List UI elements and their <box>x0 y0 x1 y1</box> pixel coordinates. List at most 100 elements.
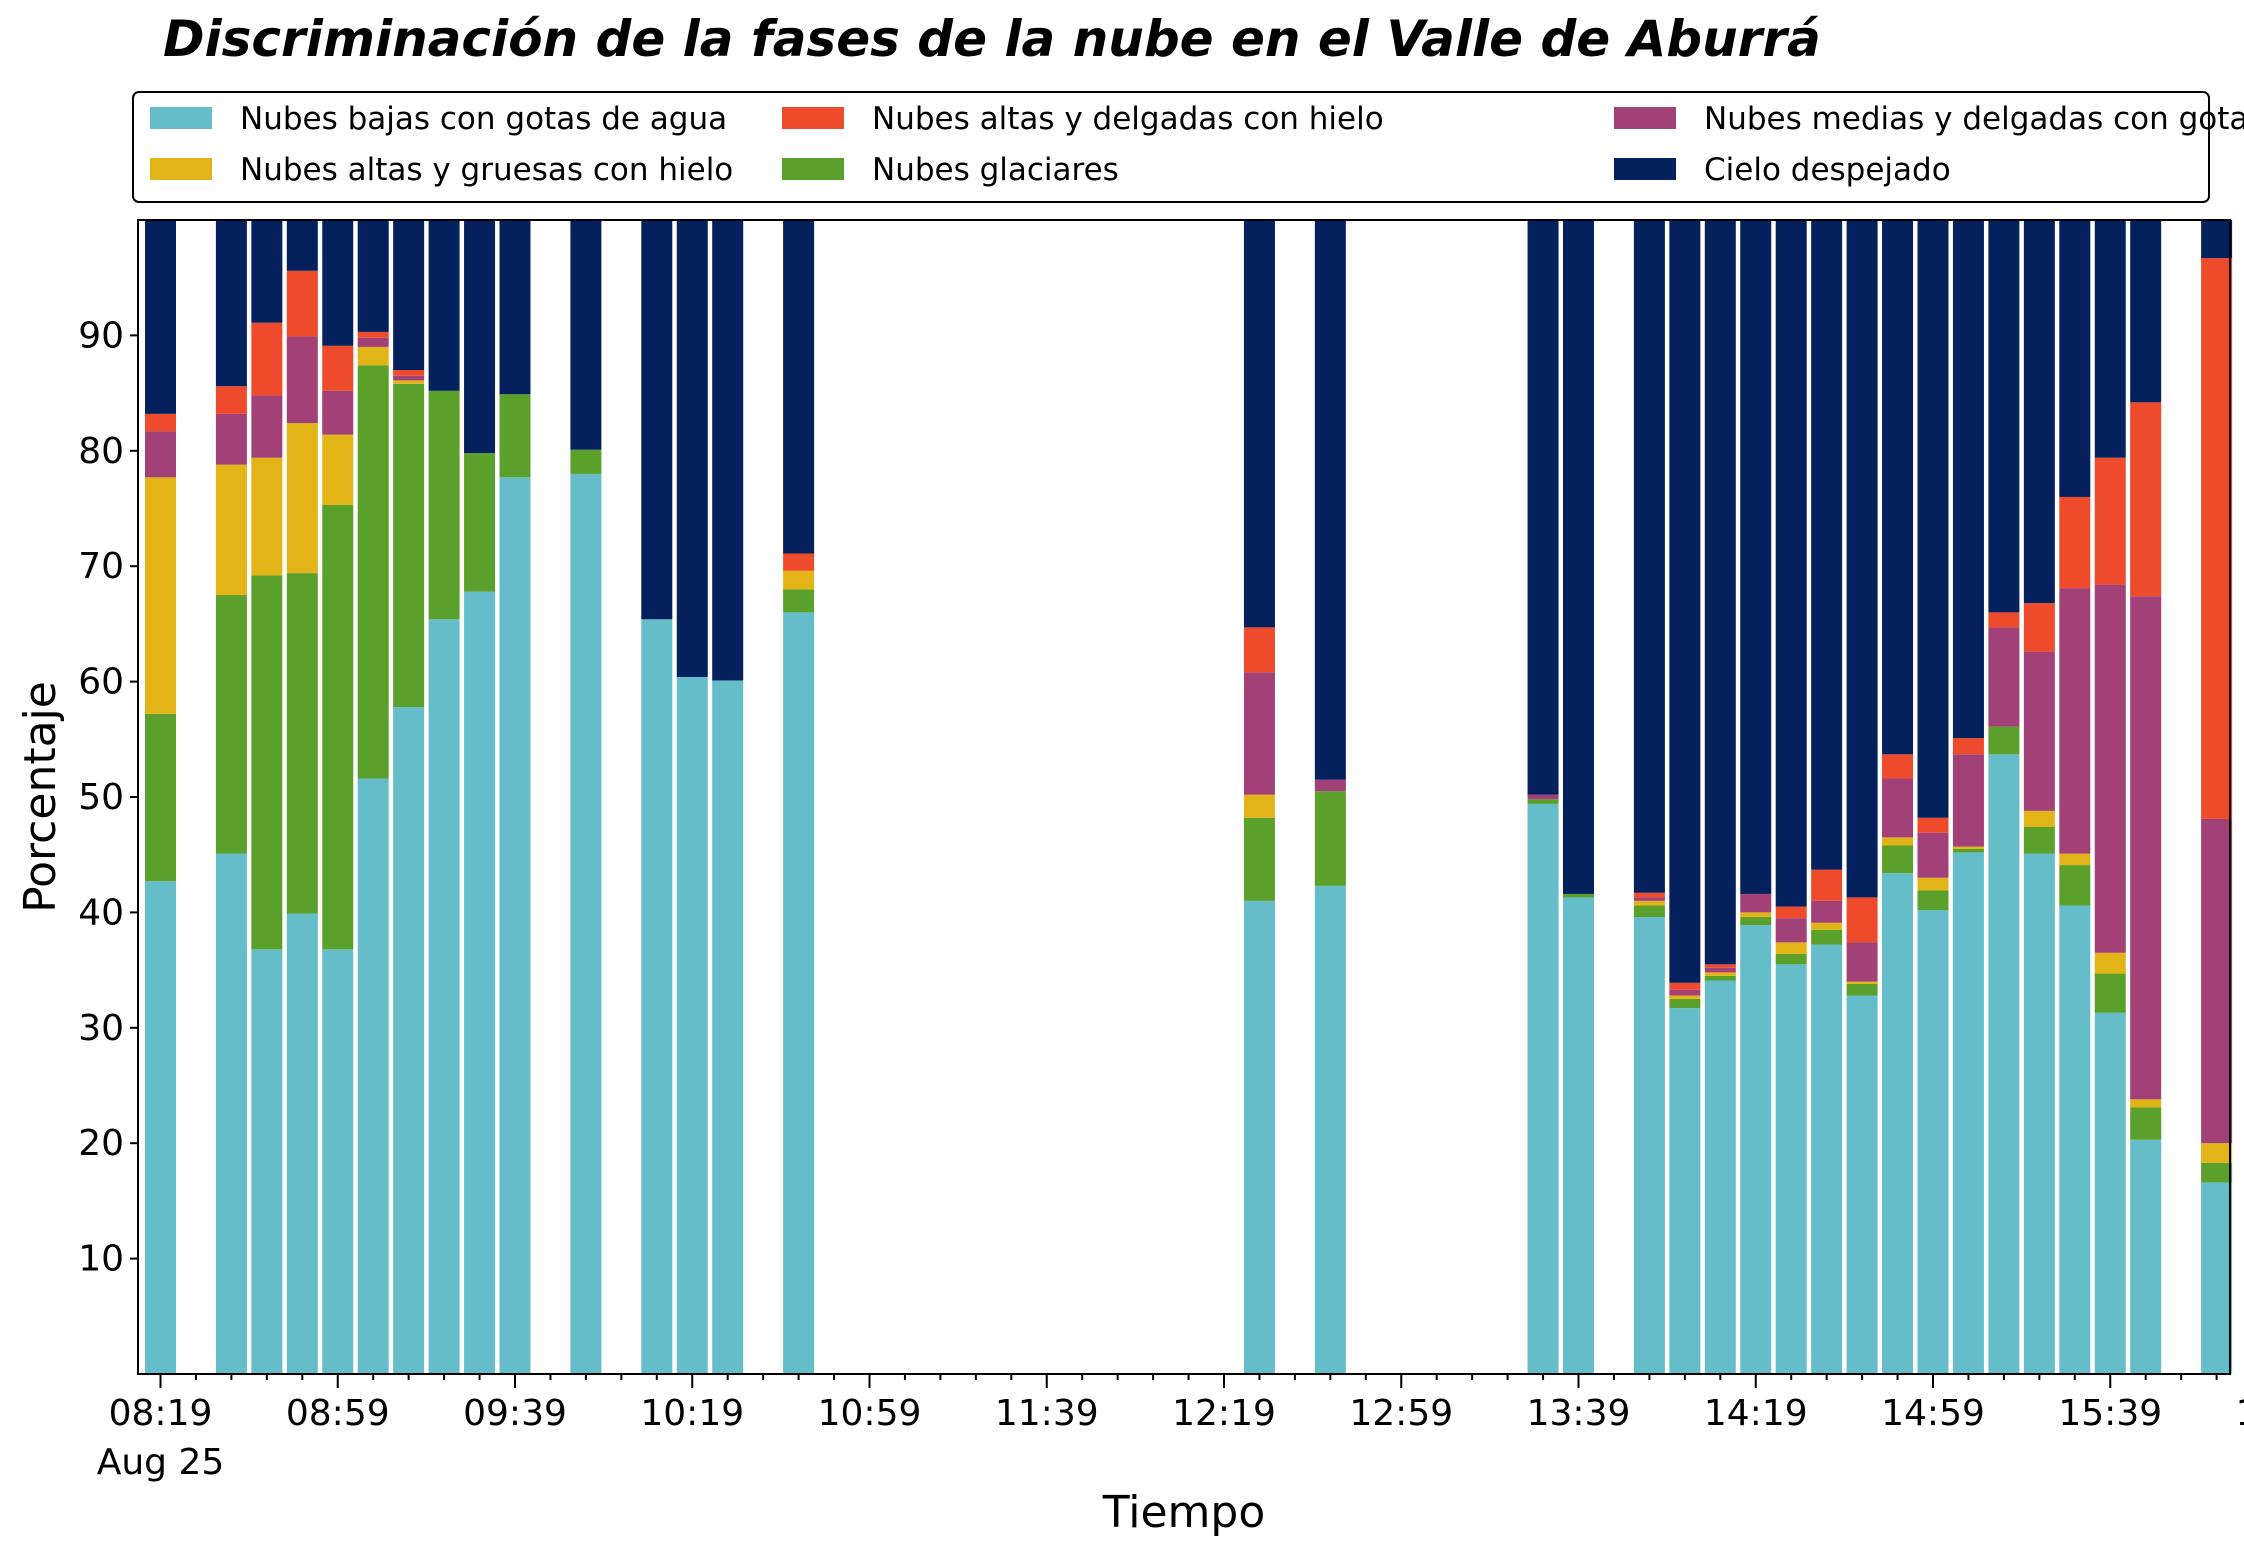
x-axis-label: Tiempo <box>1102 1487 1266 1538</box>
bar-segment <box>322 220 354 346</box>
legend-swatch <box>150 107 212 129</box>
bar-segment <box>1243 627 1275 673</box>
bar-segment <box>1775 906 1807 919</box>
bar-segment <box>1988 612 2020 628</box>
bar-segment <box>1669 982 1701 990</box>
y-tick-label: 90 <box>78 315 124 356</box>
bar-segment <box>2023 827 2055 854</box>
bar-segment <box>2094 952 2126 974</box>
bar-segment <box>1527 220 1559 795</box>
bar-segment <box>1882 754 1914 779</box>
bar-segment <box>1917 832 1949 878</box>
bar-segment <box>145 477 176 714</box>
bar-segment <box>1952 220 1984 739</box>
bar-segment <box>1669 995 1701 999</box>
bar-segment <box>428 220 460 391</box>
bar-segment <box>251 322 283 396</box>
bar-segment <box>1704 967 1736 973</box>
bar-segment <box>1704 972 1736 976</box>
legend-label: Nubes bajas con gotas de agua <box>240 101 727 137</box>
x-tick-label: 12:19 <box>1172 1393 1276 1434</box>
bar-segment <box>1882 873 1914 1374</box>
bar-segment <box>1988 220 2020 613</box>
bar-segment <box>428 390 460 620</box>
x-tick-label: 08:59 <box>286 1393 390 1434</box>
bar-segment <box>2059 905 2091 1374</box>
bar-segment <box>1952 848 1984 853</box>
bar-segment <box>322 505 354 950</box>
y-tick-label: 10 <box>78 1239 124 1280</box>
bar-segment <box>1633 900 1665 906</box>
bar-segment <box>2094 584 2126 953</box>
bar-segment <box>1846 981 1878 984</box>
bar-segment <box>783 220 815 554</box>
bar-segment <box>357 220 389 332</box>
bar-segment <box>1704 220 1736 965</box>
x-tick-sublabel: Aug 25 <box>97 1442 225 1483</box>
bar-segment <box>1314 791 1346 886</box>
bar-segment <box>1846 220 1878 898</box>
bar-segment <box>1811 900 1843 923</box>
bar-segment <box>2201 1143 2233 1163</box>
legend-swatch <box>782 158 844 180</box>
legend-swatch <box>150 158 212 180</box>
bar-segment <box>1633 897 1665 901</box>
bar-segment <box>2094 973 2126 1013</box>
bar-segment <box>251 457 283 576</box>
y-axis-label: Porcentaje <box>15 681 66 913</box>
y-tick-label: 80 <box>78 431 124 472</box>
x-tick-label: 13:39 <box>1527 1393 1631 1434</box>
y-tick-label: 60 <box>78 662 124 703</box>
bar-segment <box>570 220 602 450</box>
x-tick-label: 14:59 <box>1881 1393 1985 1434</box>
bar-segment <box>464 220 496 454</box>
bar-segment <box>1563 897 1594 1374</box>
bar-segment <box>1740 220 1772 894</box>
bar-segment <box>428 619 460 1374</box>
bar-segment <box>286 913 318 1374</box>
bar-segment <box>2130 596 2162 1100</box>
bar-segment <box>286 220 318 271</box>
bar-segment <box>1633 892 1665 898</box>
bar-segment <box>1314 220 1346 780</box>
bar-segment <box>286 336 318 424</box>
x-axis: 08:19 Aug 25 08:59 09:39 10:19 10:59 11:39 12:1… <box>97 1374 2244 1483</box>
bar-segment <box>499 477 531 1375</box>
bar-segment <box>215 464 247 596</box>
bar-segment <box>357 346 389 366</box>
bar-segment <box>145 431 176 478</box>
bar-segment <box>215 413 247 465</box>
legend-frame <box>132 91 2210 203</box>
x-tick-label: 15:39 <box>2058 1393 2162 1434</box>
bar-segment <box>2130 220 2162 403</box>
bar-segment <box>2059 865 2091 906</box>
bar-segment <box>783 553 815 571</box>
bars-layer <box>145 220 2233 1375</box>
bar-segment <box>1882 778 1914 838</box>
bar-segment <box>1988 754 2020 1374</box>
bar-segment <box>783 589 815 613</box>
bar-segment <box>1669 998 1701 1009</box>
bar-segment <box>251 575 283 950</box>
bar-segment <box>357 337 389 347</box>
bar-segment <box>499 220 531 395</box>
y-axis: 10 20 30 40 50 60 70 80 90 <box>78 315 138 1280</box>
bar-segment <box>464 453 496 592</box>
bar-segment <box>1740 925 1772 1374</box>
bar-segment <box>1527 799 1559 804</box>
legend-label: Nubes medias y delgadas con gotas de agu… <box>1704 101 2244 137</box>
bar-segment <box>1704 964 1736 968</box>
bar-segment <box>322 949 354 1374</box>
bar-segment <box>1669 989 1701 996</box>
bar-segment <box>393 383 425 707</box>
y-tick-label: 50 <box>78 777 124 818</box>
bar-segment <box>1740 912 1772 918</box>
bar-segment <box>1527 794 1559 800</box>
bar-segment <box>1882 220 1914 755</box>
bar-segment <box>2059 588 2091 854</box>
bar-segment <box>2023 651 2055 811</box>
bar-segment <box>2201 1162 2233 1183</box>
bar-segment <box>1775 220 1807 907</box>
bar-segment <box>2059 853 2091 866</box>
bar-segment <box>783 570 815 590</box>
